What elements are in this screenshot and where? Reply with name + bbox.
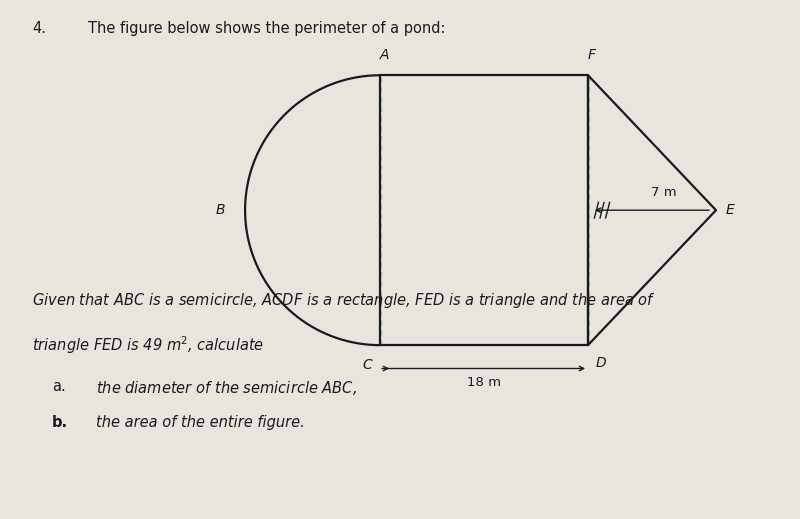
Text: 4.: 4. [32, 21, 46, 36]
Text: E: E [726, 203, 734, 217]
Text: F: F [588, 48, 596, 62]
Text: the diameter of the semicircle $ABC$,: the diameter of the semicircle $ABC$, [96, 379, 357, 397]
Text: 18 m: 18 m [467, 376, 501, 389]
Text: The figure below shows the perimeter of a pond:: The figure below shows the perimeter of … [88, 21, 446, 36]
Text: a.: a. [52, 379, 66, 394]
Text: triangle $FED$ is 49 m$^2$, calculate: triangle $FED$ is 49 m$^2$, calculate [32, 335, 264, 357]
Text: A: A [379, 48, 389, 62]
Text: Given that $ABC$ is a semicircle, $ACDF$ is a rectangle, $FED$ is a triangle and: Given that $ABC$ is a semicircle, $ACDF$… [32, 291, 656, 310]
Text: b.: b. [52, 415, 68, 430]
Text: C: C [362, 358, 372, 372]
Text: B: B [215, 203, 225, 217]
Text: the area of the entire figure.: the area of the entire figure. [96, 415, 305, 430]
Text: D: D [596, 356, 606, 370]
Text: 7 m: 7 m [651, 186, 677, 199]
